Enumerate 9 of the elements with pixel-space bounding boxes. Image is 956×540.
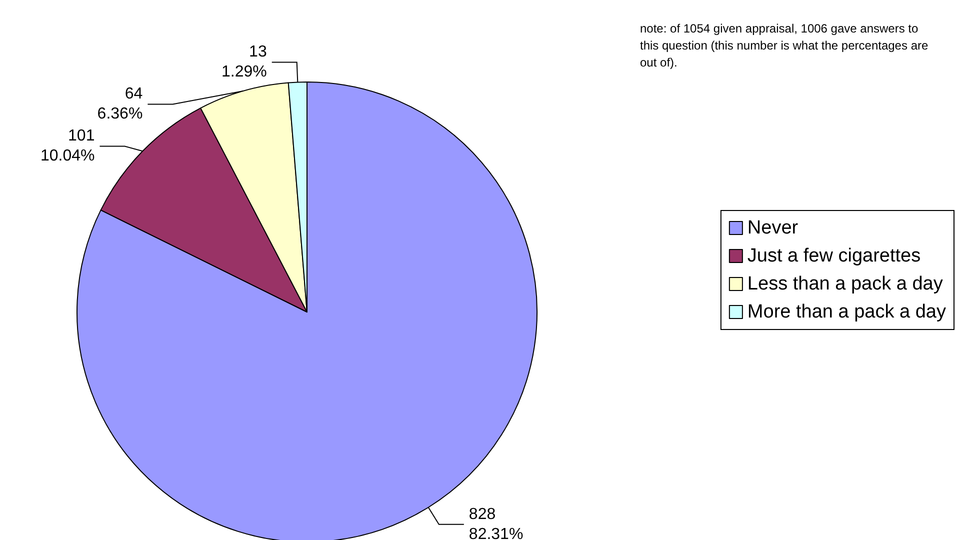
legend-label: Less than a pack a day [747, 274, 944, 294]
legend-label: Never [747, 218, 799, 238]
data-label: 64 6.36% [97, 86, 143, 123]
legend-label: Just a few cigarettes [747, 246, 921, 266]
text: note: of 1054 given appraisal, 1006 gave answers to this question (this number is what the percentages are out of). [640, 22, 932, 70]
data-label: 828 82.31% [468, 506, 524, 540]
data-label: 101 10.04% [40, 128, 95, 165]
data-label: 13 1.29% [221, 44, 267, 81]
legend-label: More than a pack a day [747, 302, 946, 322]
